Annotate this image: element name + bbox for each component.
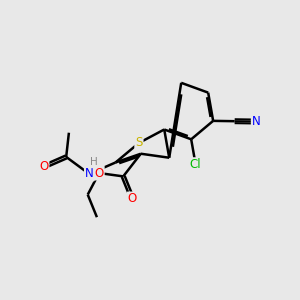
Text: Cl: Cl xyxy=(190,158,202,171)
Text: O: O xyxy=(128,192,137,206)
Text: S: S xyxy=(135,136,142,149)
Text: N: N xyxy=(252,115,260,128)
Text: H: H xyxy=(90,157,98,167)
Text: O: O xyxy=(39,160,49,173)
Text: N: N xyxy=(85,167,94,181)
Text: O: O xyxy=(94,167,104,180)
